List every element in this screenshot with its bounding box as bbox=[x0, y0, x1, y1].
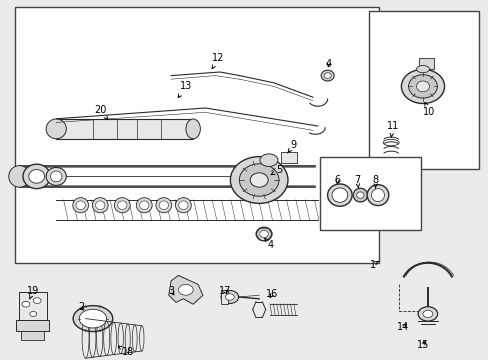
Ellipse shape bbox=[256, 227, 271, 241]
Text: 16: 16 bbox=[265, 289, 278, 299]
Text: 3: 3 bbox=[168, 286, 174, 296]
Circle shape bbox=[30, 311, 37, 316]
Ellipse shape bbox=[416, 66, 428, 73]
Ellipse shape bbox=[9, 166, 30, 187]
Text: 6: 6 bbox=[334, 175, 340, 185]
Ellipse shape bbox=[29, 170, 44, 183]
Text: 20: 20 bbox=[94, 105, 108, 120]
Text: 4: 4 bbox=[264, 238, 273, 250]
Ellipse shape bbox=[73, 198, 88, 213]
Bar bbox=[320, 157, 420, 230]
Ellipse shape bbox=[159, 201, 168, 210]
Ellipse shape bbox=[352, 188, 367, 202]
Ellipse shape bbox=[366, 185, 388, 206]
Ellipse shape bbox=[331, 188, 347, 202]
Bar bbox=[419, 58, 433, 69]
Ellipse shape bbox=[401, 69, 444, 104]
Ellipse shape bbox=[356, 192, 363, 198]
Ellipse shape bbox=[95, 201, 105, 210]
Ellipse shape bbox=[371, 189, 384, 202]
Ellipse shape bbox=[239, 164, 278, 196]
Circle shape bbox=[178, 284, 193, 295]
Ellipse shape bbox=[260, 154, 277, 166]
Ellipse shape bbox=[416, 81, 428, 92]
Ellipse shape bbox=[76, 201, 85, 210]
Ellipse shape bbox=[114, 198, 130, 213]
Bar bbox=[16, 320, 49, 331]
Ellipse shape bbox=[250, 173, 267, 187]
Text: 14: 14 bbox=[396, 322, 408, 332]
Circle shape bbox=[225, 294, 234, 300]
Ellipse shape bbox=[230, 157, 287, 203]
Text: 15: 15 bbox=[416, 340, 428, 350]
Ellipse shape bbox=[73, 306, 112, 332]
Circle shape bbox=[33, 298, 41, 303]
Ellipse shape bbox=[92, 198, 108, 213]
Text: 8: 8 bbox=[372, 175, 378, 188]
Ellipse shape bbox=[79, 309, 106, 328]
Circle shape bbox=[417, 307, 437, 321]
Ellipse shape bbox=[23, 164, 50, 189]
Circle shape bbox=[422, 310, 432, 318]
Ellipse shape bbox=[259, 230, 268, 238]
Ellipse shape bbox=[327, 184, 351, 206]
Text: 9: 9 bbox=[287, 140, 296, 153]
Bar bbox=[15, 7, 378, 263]
Ellipse shape bbox=[136, 198, 152, 213]
Bar bbox=[221, 290, 228, 304]
Ellipse shape bbox=[50, 171, 62, 182]
Ellipse shape bbox=[46, 119, 66, 139]
Ellipse shape bbox=[408, 75, 436, 98]
Bar bbox=[56, 119, 193, 139]
Text: 11: 11 bbox=[386, 121, 398, 137]
Polygon shape bbox=[168, 275, 203, 304]
Bar bbox=[281, 152, 296, 163]
Bar bbox=[368, 11, 478, 169]
Ellipse shape bbox=[185, 119, 200, 139]
Text: 19: 19 bbox=[27, 286, 40, 299]
Text: 17: 17 bbox=[218, 286, 231, 296]
Text: 18: 18 bbox=[118, 346, 134, 357]
Ellipse shape bbox=[321, 70, 333, 81]
Text: 12: 12 bbox=[212, 53, 224, 69]
Text: 4: 4 bbox=[325, 59, 331, 69]
Ellipse shape bbox=[178, 201, 188, 210]
Ellipse shape bbox=[139, 201, 149, 210]
Circle shape bbox=[22, 301, 30, 307]
Text: 10: 10 bbox=[422, 103, 435, 117]
Text: 13: 13 bbox=[178, 81, 192, 98]
Text: 2: 2 bbox=[78, 302, 84, 312]
Bar bbox=[21, 331, 44, 340]
Ellipse shape bbox=[46, 167, 66, 185]
Text: 5: 5 bbox=[270, 165, 282, 175]
Ellipse shape bbox=[175, 198, 191, 213]
Bar bbox=[19, 292, 47, 320]
Text: 7: 7 bbox=[354, 175, 360, 188]
Ellipse shape bbox=[156, 198, 171, 213]
Ellipse shape bbox=[117, 201, 127, 210]
Text: 1: 1 bbox=[369, 260, 378, 270]
Circle shape bbox=[221, 291, 238, 303]
Ellipse shape bbox=[324, 73, 330, 78]
